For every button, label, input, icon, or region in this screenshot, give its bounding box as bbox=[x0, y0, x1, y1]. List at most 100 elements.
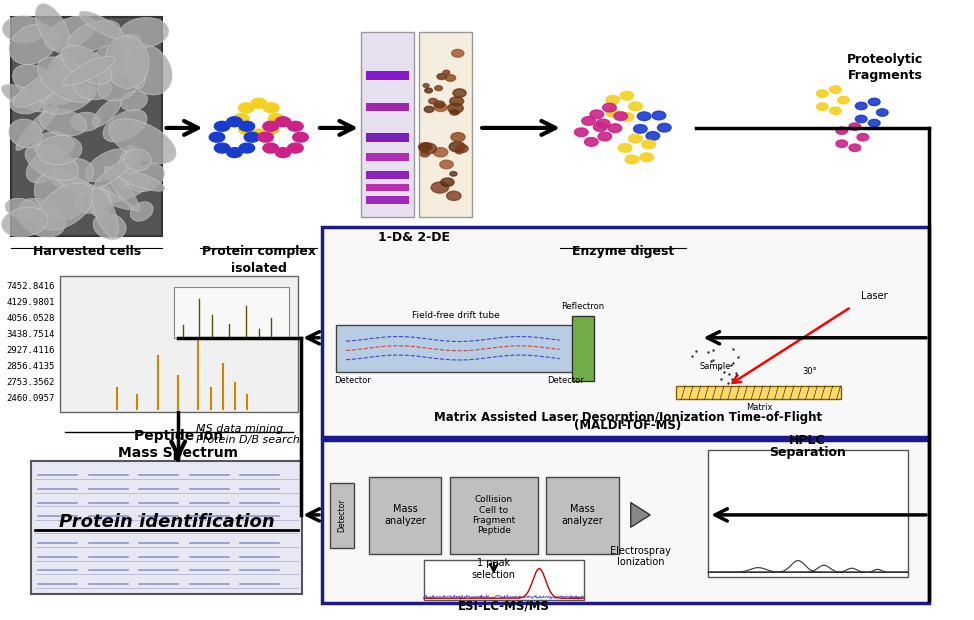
Circle shape bbox=[276, 117, 291, 126]
Circle shape bbox=[456, 144, 468, 153]
Bar bbox=[424, 560, 584, 600]
Text: Enzyme digest: Enzyme digest bbox=[572, 245, 674, 258]
Ellipse shape bbox=[124, 38, 146, 89]
Ellipse shape bbox=[9, 24, 56, 64]
Circle shape bbox=[287, 143, 303, 153]
Text: Protein D/B search: Protein D/B search bbox=[196, 435, 299, 445]
Text: Matrix: Matrix bbox=[746, 402, 772, 412]
Circle shape bbox=[608, 124, 621, 133]
Circle shape bbox=[816, 90, 828, 97]
Circle shape bbox=[425, 106, 434, 112]
Bar bbox=[30, 461, 303, 594]
Circle shape bbox=[596, 119, 610, 128]
Bar bbox=[365, 153, 409, 161]
Ellipse shape bbox=[85, 149, 131, 182]
Circle shape bbox=[227, 148, 243, 157]
Ellipse shape bbox=[124, 149, 151, 171]
Circle shape bbox=[830, 86, 842, 93]
Text: 1 peak
selection: 1 peak selection bbox=[471, 558, 516, 580]
Circle shape bbox=[450, 110, 459, 115]
Circle shape bbox=[434, 104, 447, 112]
Circle shape bbox=[276, 148, 291, 157]
Circle shape bbox=[646, 131, 659, 140]
Text: Protein identification: Protein identification bbox=[58, 513, 275, 531]
Ellipse shape bbox=[32, 78, 73, 104]
Bar bbox=[365, 196, 409, 204]
Ellipse shape bbox=[104, 167, 139, 211]
Circle shape bbox=[447, 191, 461, 200]
Circle shape bbox=[575, 128, 588, 136]
Ellipse shape bbox=[70, 112, 100, 131]
Circle shape bbox=[287, 122, 303, 131]
Text: 4129.9801: 4129.9801 bbox=[6, 298, 55, 307]
Circle shape bbox=[263, 125, 279, 135]
Circle shape bbox=[451, 133, 465, 141]
Ellipse shape bbox=[16, 104, 57, 150]
Circle shape bbox=[603, 104, 617, 112]
Circle shape bbox=[440, 160, 453, 169]
Circle shape bbox=[620, 113, 634, 121]
Circle shape bbox=[838, 97, 849, 104]
Circle shape bbox=[263, 103, 279, 113]
Circle shape bbox=[443, 70, 450, 74]
Circle shape bbox=[453, 110, 460, 115]
Text: Proteolytic: Proteolytic bbox=[847, 53, 923, 66]
Circle shape bbox=[620, 91, 634, 100]
Ellipse shape bbox=[65, 179, 135, 210]
Text: 3438.7514: 3438.7514 bbox=[6, 330, 55, 339]
Bar bbox=[368, 477, 441, 554]
Circle shape bbox=[448, 103, 464, 113]
Text: Protein complex: Protein complex bbox=[202, 245, 316, 258]
Circle shape bbox=[629, 102, 643, 110]
Text: Sample: Sample bbox=[699, 363, 731, 371]
Circle shape bbox=[877, 108, 888, 116]
Ellipse shape bbox=[117, 145, 136, 188]
Text: HPLC: HPLC bbox=[789, 434, 826, 447]
Ellipse shape bbox=[18, 198, 65, 237]
Ellipse shape bbox=[37, 136, 82, 165]
Circle shape bbox=[425, 88, 432, 93]
Ellipse shape bbox=[112, 34, 141, 55]
Ellipse shape bbox=[33, 132, 74, 158]
Circle shape bbox=[239, 122, 254, 131]
Ellipse shape bbox=[25, 144, 79, 180]
Text: Detector: Detector bbox=[547, 376, 584, 385]
Ellipse shape bbox=[103, 110, 147, 142]
Circle shape bbox=[855, 102, 867, 110]
Circle shape bbox=[855, 115, 867, 123]
Circle shape bbox=[422, 144, 429, 148]
Circle shape bbox=[581, 117, 595, 125]
Ellipse shape bbox=[96, 174, 151, 203]
Ellipse shape bbox=[109, 119, 176, 164]
Circle shape bbox=[657, 123, 671, 132]
Ellipse shape bbox=[14, 67, 74, 107]
Bar bbox=[546, 477, 619, 554]
Ellipse shape bbox=[43, 84, 94, 114]
Circle shape bbox=[209, 132, 225, 142]
Circle shape bbox=[642, 140, 656, 149]
Circle shape bbox=[625, 155, 639, 164]
Ellipse shape bbox=[35, 4, 70, 53]
Bar bbox=[11, 17, 162, 236]
Bar bbox=[365, 184, 409, 192]
Circle shape bbox=[441, 178, 454, 187]
Text: Laser: Laser bbox=[861, 291, 887, 301]
Circle shape bbox=[269, 113, 284, 123]
Circle shape bbox=[590, 110, 604, 118]
Circle shape bbox=[618, 144, 632, 153]
Circle shape bbox=[453, 89, 467, 97]
Circle shape bbox=[593, 123, 607, 131]
Circle shape bbox=[653, 111, 665, 120]
Text: Fragments: Fragments bbox=[847, 69, 922, 82]
Circle shape bbox=[836, 140, 847, 148]
Ellipse shape bbox=[5, 198, 39, 219]
Circle shape bbox=[234, 113, 249, 123]
Ellipse shape bbox=[2, 16, 45, 43]
Text: MS data mining: MS data mining bbox=[196, 423, 282, 433]
Text: Collision
Cell to
Fragment
Peptide: Collision Cell to Fragment Peptide bbox=[472, 495, 515, 535]
Text: 2856.4135: 2856.4135 bbox=[6, 362, 55, 371]
Bar bbox=[573, 316, 594, 381]
Ellipse shape bbox=[120, 17, 169, 48]
Ellipse shape bbox=[9, 119, 42, 148]
Ellipse shape bbox=[89, 185, 113, 217]
